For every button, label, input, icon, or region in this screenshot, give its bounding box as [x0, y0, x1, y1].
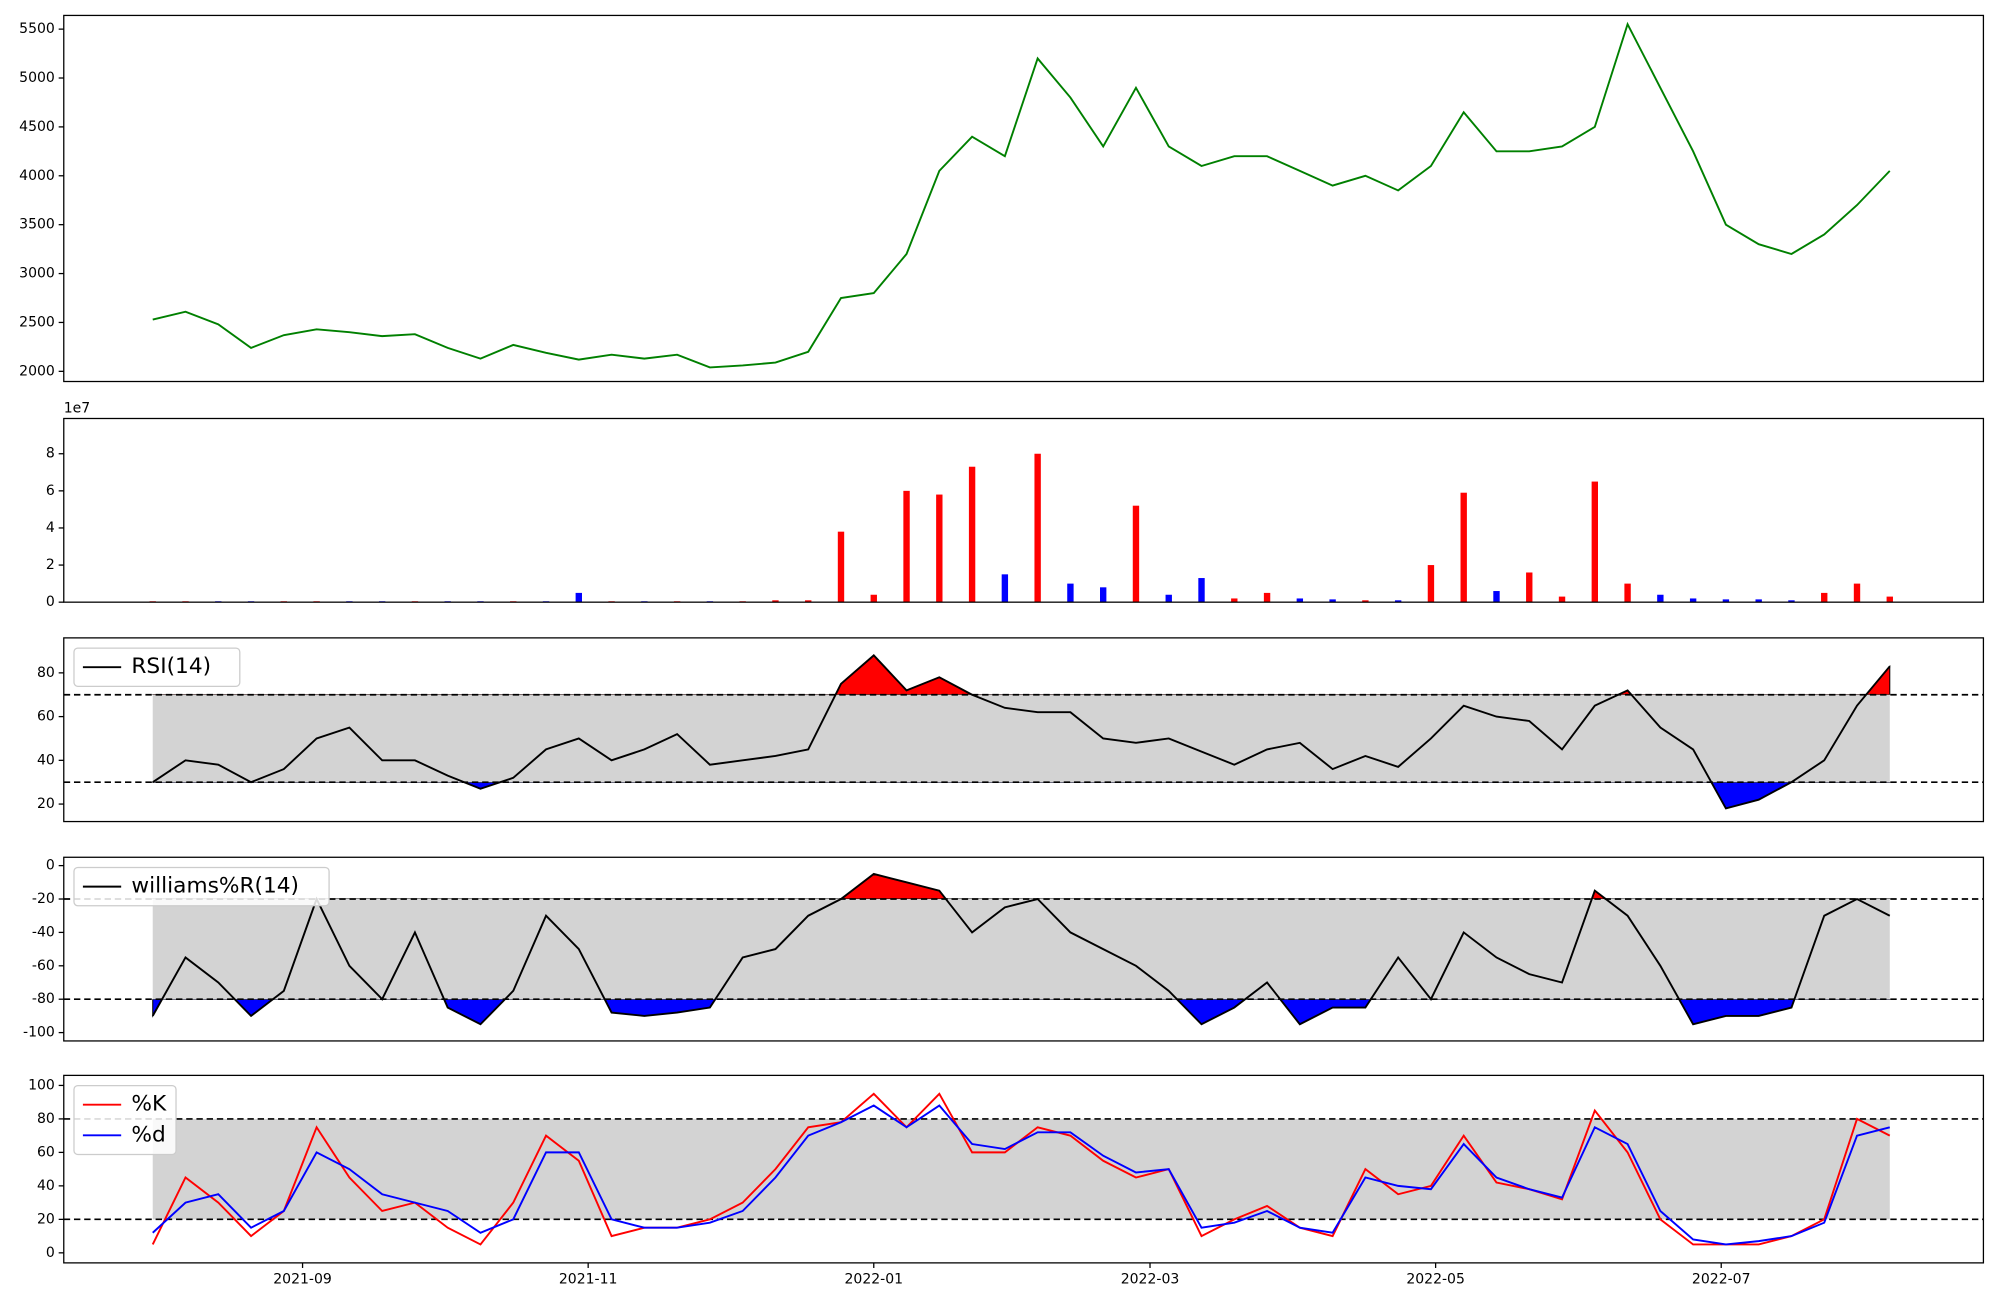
volume-bar — [1460, 492, 1467, 603]
plot-frame — [63, 417, 1985, 603]
volume-bar — [1198, 578, 1205, 603]
plot-frame — [63, 1074, 1985, 1264]
volume-bar — [1788, 600, 1795, 603]
legend-box — [73, 647, 241, 687]
y-tick-label: 100 — [28, 1077, 55, 1093]
series-line — [152, 654, 1891, 810]
volume-bar — [1329, 599, 1336, 603]
legend-label: williams%R(14) — [131, 874, 299, 899]
volume-bar — [968, 466, 976, 603]
y-tick-label: -60 — [32, 958, 55, 974]
volume-bar — [837, 531, 845, 603]
neutral-band — [152, 899, 1890, 1000]
x-tick-label: 2022-03 — [1121, 1271, 1180, 1287]
y-tick-label: -40 — [32, 924, 55, 940]
volume-bar — [1067, 583, 1074, 603]
y-tick-label: -80 — [32, 991, 55, 1007]
volume-bar — [1362, 600, 1369, 603]
neutral-band — [152, 1118, 1890, 1220]
volume-bar — [1657, 594, 1664, 603]
oversold-fill — [151, 782, 1891, 810]
volume-bar — [805, 600, 812, 603]
volume-bar — [1001, 574, 1009, 603]
volume-bar — [903, 490, 910, 603]
y-tick-label: 4 — [46, 520, 55, 536]
legend-box — [73, 1084, 177, 1156]
legend-label: RSI(14) — [131, 654, 211, 679]
y-tick-label: 60 — [37, 709, 55, 725]
y-tick-label: 8 — [46, 446, 55, 462]
series-line — [152, 21, 1891, 369]
volume-bar — [870, 594, 877, 603]
volume-bar — [936, 494, 943, 603]
legend-box — [73, 866, 330, 907]
y-tick-label: 0 — [46, 594, 55, 610]
y-tick-label: 2500 — [19, 314, 55, 330]
volume-bar — [1034, 453, 1041, 603]
volume-bar — [1624, 583, 1631, 603]
y-tick-label: 5500 — [19, 21, 55, 37]
legend-label: %K — [131, 1092, 167, 1117]
volume-bar — [1231, 598, 1238, 603]
y-tick-label: 3000 — [19, 266, 55, 282]
volume-bar — [1689, 598, 1697, 603]
volume-bar — [1886, 596, 1893, 603]
volume-bar — [1558, 596, 1566, 603]
x-tick-label: 2022-05 — [1406, 1271, 1465, 1287]
y-tick-label: 40 — [37, 1178, 55, 1194]
volume-bar — [1821, 592, 1828, 603]
y-tick-label: 80 — [37, 1111, 55, 1127]
volume-bar — [772, 600, 779, 603]
volume-bar — [1394, 600, 1402, 603]
volume-bar — [1100, 587, 1107, 603]
offset-text: 1e7 — [64, 400, 90, 416]
y-tick-label: 80 — [37, 665, 55, 681]
x-tick-label: 2021-11 — [559, 1271, 618, 1287]
y-tick-label: 20 — [37, 1211, 55, 1227]
volume-bar — [1722, 599, 1730, 603]
volume-bar — [1526, 572, 1533, 603]
volume-bar — [1493, 591, 1500, 603]
y-tick-label: 40 — [37, 752, 55, 768]
neutral-band — [152, 694, 1890, 783]
volume-bar — [1132, 505, 1140, 603]
y-tick-label: 6 — [46, 483, 55, 499]
volume-bar — [1263, 592, 1271, 603]
y-tick-label: 2000 — [19, 363, 55, 379]
y-tick-label: 20 — [37, 796, 55, 812]
x-tick-label: 2021-09 — [273, 1271, 332, 1287]
x-tick-label: 2022-07 — [1692, 1271, 1751, 1287]
plot-frame — [63, 637, 1985, 823]
series-line — [151, 872, 1891, 1026]
series-line — [152, 1104, 1891, 1246]
volume-bar — [1165, 594, 1172, 603]
volume-bar — [1591, 481, 1598, 603]
volume-bar — [1853, 583, 1861, 603]
volume-bar — [1427, 565, 1435, 603]
y-tick-label: 60 — [37, 1144, 55, 1160]
overbought-fill — [152, 873, 1891, 900]
y-tick-label: -20 — [32, 891, 55, 907]
volume-bar — [1296, 598, 1304, 603]
y-tick-label: 0 — [46, 1245, 55, 1261]
y-tick-label: 4500 — [19, 119, 55, 135]
plot-frame — [63, 856, 1985, 1042]
y-tick-label: -100 — [23, 1025, 55, 1041]
x-tick-label: 2022-01 — [844, 1271, 903, 1287]
y-tick-label: 3500 — [19, 217, 55, 233]
y-tick-label: 4000 — [19, 168, 55, 184]
plot-frame — [63, 14, 1985, 383]
volume-bar — [1755, 599, 1762, 603]
y-tick-label: 5000 — [19, 70, 55, 86]
y-tick-label: 0 — [46, 858, 55, 874]
legend-label: %d — [131, 1122, 165, 1147]
y-tick-label: 2 — [46, 557, 55, 573]
volume-bar — [575, 592, 582, 603]
